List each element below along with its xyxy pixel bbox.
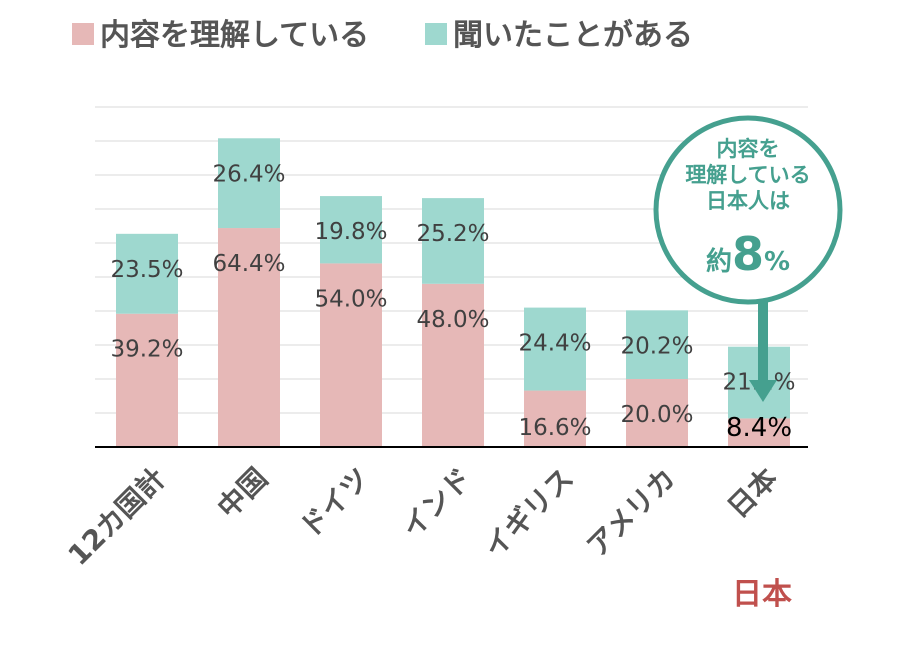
bar-heard (422, 198, 484, 284)
bar-understand (218, 228, 280, 447)
legend-swatch-understand (72, 23, 94, 45)
value-label-heard: 25.2% (416, 221, 489, 247)
callout-line-2: 理解している (685, 163, 810, 187)
category-label: ドイツ (293, 462, 376, 545)
bar-understand (626, 379, 688, 447)
bar-understand (116, 313, 178, 447)
category-label: イギリス (477, 462, 580, 565)
value-label-understand: 64.4% (212, 251, 285, 277)
bar-heard (218, 138, 280, 229)
value-label-understand: 54.0% (314, 286, 387, 312)
legend: 内容を理解している 聞いたことがある (72, 18, 693, 53)
value-label-understand: 8.4% (726, 413, 792, 443)
legend-swatch-heard (425, 23, 447, 45)
callout-line-3: 日本人は (706, 189, 790, 213)
bar-understand (728, 418, 790, 447)
legend-label-understand: 内容を理解している (100, 18, 369, 53)
bar-heard (524, 307, 586, 391)
bars (116, 138, 790, 447)
bar-understand (320, 263, 382, 447)
callout-value: 約8% (706, 227, 790, 281)
bar-understand (422, 283, 484, 447)
value-label-understand: 48.0% (416, 307, 489, 333)
callout-unit: % (764, 247, 790, 277)
bar-understand (524, 390, 586, 447)
category-labels: 12カ国計 中国 ドイツ インド イギリス アメリカ 日本 (62, 462, 784, 572)
value-label-heard: 23.5% (110, 257, 183, 283)
value-label-heard: 24.4% (518, 331, 591, 357)
category-label: 日本 (721, 462, 784, 525)
legend-label-heard: 聞いたことがある (453, 18, 693, 53)
value-labels: 39.2% 23.5% 64.4% 26.4% 54.0% 19.8% 48.0% 25.2%… (110, 161, 795, 443)
callout-prefix: 約 (706, 246, 732, 277)
value-label-heard: 19.8% (314, 219, 387, 245)
callout-bubble: 内容を 理解している 日本人は 約8% (653, 115, 843, 402)
category-label: アメリカ (580, 462, 682, 564)
value-label-understand: 39.2% (110, 337, 183, 363)
bar-heard (320, 196, 382, 264)
value-label-understand: 20.0% (620, 402, 693, 428)
bar-heard (626, 310, 688, 379)
value-label-understand: 16.6% (518, 415, 591, 441)
callout-line-1: 内容を (717, 137, 780, 161)
category-label: 中国 (211, 462, 274, 525)
value-label-heard: 26.4% (212, 161, 285, 187)
category-label: 12カ国計 (62, 462, 172, 572)
callout-arrow-head (749, 380, 777, 402)
value-label-heard: 20.2% (620, 333, 693, 359)
bottom-japan-label: 日本 (732, 577, 792, 612)
callout-number: 8 (732, 227, 764, 281)
callout-circle (653, 115, 843, 305)
bar-heard (116, 233, 178, 314)
category-label: インド (395, 462, 478, 545)
